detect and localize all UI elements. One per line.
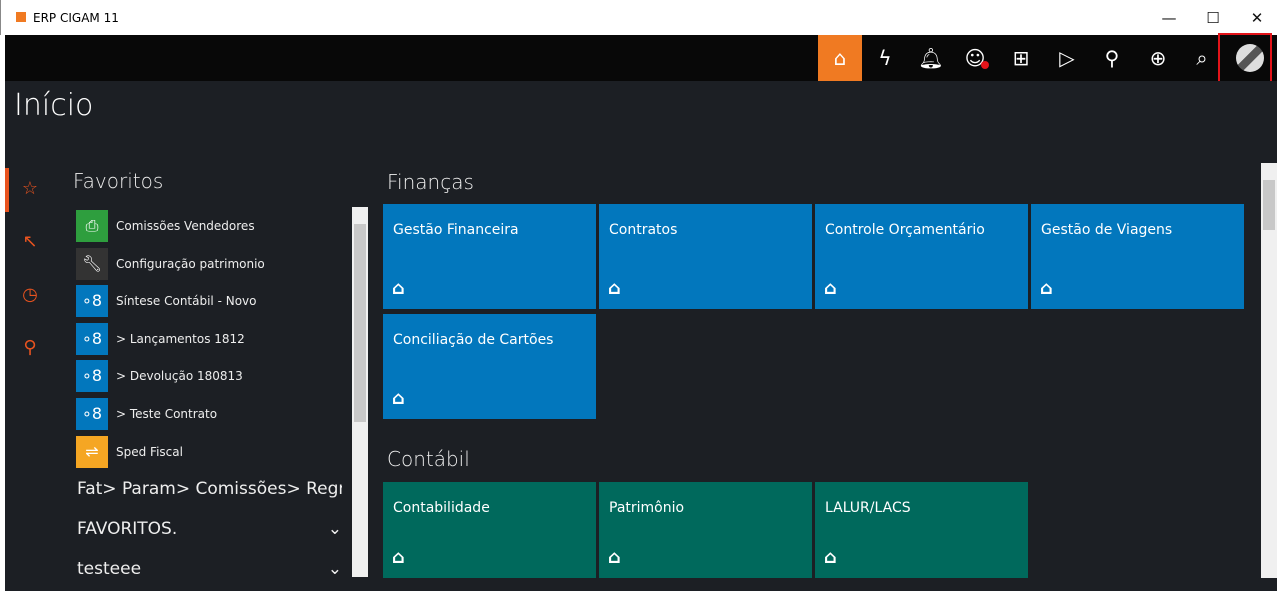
maximize-button[interactable]: ☐: [1206, 9, 1220, 27]
graph-icon: ∘8: [76, 397, 108, 430]
scrollbar-thumb[interactable]: [1263, 180, 1275, 230]
cursor-plus-icon[interactable]: ↖: [22, 231, 38, 252]
tile[interactable]: Conciliação de Cartões ⌂: [383, 314, 596, 419]
cigam-logo-icon: ⌂: [608, 278, 621, 299]
globe-monitor-icon[interactable]: ⊕: [1149, 46, 1167, 70]
support-icon[interactable]: ☺: [953, 35, 997, 81]
bell-icon[interactable]: 🔔︎: [918, 46, 944, 70]
tile[interactable]: LALUR/LACS ⌂: [815, 482, 1028, 578]
cigam-logo-icon: ⌂: [392, 547, 405, 568]
user-avatar-icon: [1236, 44, 1264, 72]
cigam-logo-icon: ⌂: [608, 547, 621, 568]
wrench-icon: 🔧︎: [76, 247, 108, 280]
title-bar: ERP CIGAM 11 — ☐ ✕: [0, 0, 1277, 35]
favorites-title: Favoritos: [73, 169, 164, 193]
tile[interactable]: Patrimônio ⌂: [599, 482, 812, 578]
home-logo-icon[interactable]: ⌂: [818, 35, 862, 81]
user-avatar-button[interactable]: [1228, 35, 1272, 81]
active-indicator: [5, 168, 9, 212]
cigam-logo-icon: ⌂: [1040, 278, 1053, 299]
lightning-icon[interactable]: ϟ: [878, 46, 892, 70]
section-title: Contábil: [387, 447, 470, 471]
favorite-group[interactable]: FAVORITOS. ⌄: [77, 519, 342, 539]
favorite-group[interactable]: testeee ⌄: [77, 559, 342, 579]
page-title: Início: [14, 88, 94, 123]
clock-icon[interactable]: ◷: [22, 284, 38, 305]
graph-icon: ∘8: [76, 359, 108, 392]
notification-dot: [981, 61, 989, 69]
cigam-logo-icon: ⌂: [392, 388, 405, 409]
close-button[interactable]: ✕: [1250, 9, 1264, 27]
scrollbar-thumb[interactable]: [354, 224, 366, 422]
tile[interactable]: Controle Orçamentário ⌂: [815, 204, 1028, 309]
window-title: ERP CIGAM 11: [33, 11, 119, 25]
tile[interactable]: Gestão Financeira ⌂: [383, 204, 596, 309]
presenter-icon[interactable]: ⚲: [1104, 46, 1120, 70]
play-chat-icon[interactable]: ▷: [1059, 46, 1075, 70]
favorite-group[interactable]: Fat> Param> Comissões> Regras: [77, 479, 342, 499]
tile[interactable]: Contratos ⌂: [599, 204, 812, 309]
pin-icon[interactable]: ⚲: [23, 337, 37, 358]
favorite-item[interactable]: ∘8 > Lançamentos 1812: [76, 322, 245, 355]
favorite-item[interactable]: ∘8 > Teste Contrato: [76, 397, 217, 430]
favorite-item[interactable]: ⇌ Sped Fiscal: [76, 435, 183, 468]
chevron-down-icon: ⌄: [327, 519, 342, 539]
star-icon[interactable]: ☆: [21, 178, 39, 199]
chevron-down-icon: ⌄: [327, 559, 342, 579]
swap-icon: ⇌: [76, 435, 108, 468]
tile[interactable]: Contabilidade ⌂: [383, 482, 596, 578]
search-icon[interactable]: ⌕: [1196, 46, 1208, 70]
cigam-logo-icon: ⌂: [392, 278, 405, 299]
favorite-item[interactable]: ∘8 > Devolução 180813: [76, 359, 243, 392]
top-toolbar: [5, 35, 1277, 81]
app-logo-icon: [16, 12, 26, 22]
main-scrollbar[interactable]: [1261, 163, 1277, 578]
printer-icon: ⎙: [76, 209, 108, 242]
graph-icon: ∘8: [76, 322, 108, 355]
section-title: Finanças: [387, 170, 474, 194]
tile[interactable]: Gestão de Viagens ⌂: [1031, 204, 1244, 309]
favorite-item[interactable]: ∘8 Síntese Contábil - Novo: [76, 284, 256, 317]
favorites-scrollbar[interactable]: [352, 207, 368, 577]
cigam-logo-icon: ⌂: [824, 278, 837, 299]
favorite-item[interactable]: 🔧︎ Configuração patrimonio: [76, 247, 265, 280]
cigam-logo-icon: ⌂: [824, 547, 837, 568]
graph-icon: ∘8: [76, 284, 108, 317]
favorite-item[interactable]: ⎙ Comissões Vendedores: [76, 209, 255, 242]
apps-grid-icon[interactable]: ⊞: [1012, 46, 1030, 70]
minimize-button[interactable]: —: [1161, 9, 1177, 27]
